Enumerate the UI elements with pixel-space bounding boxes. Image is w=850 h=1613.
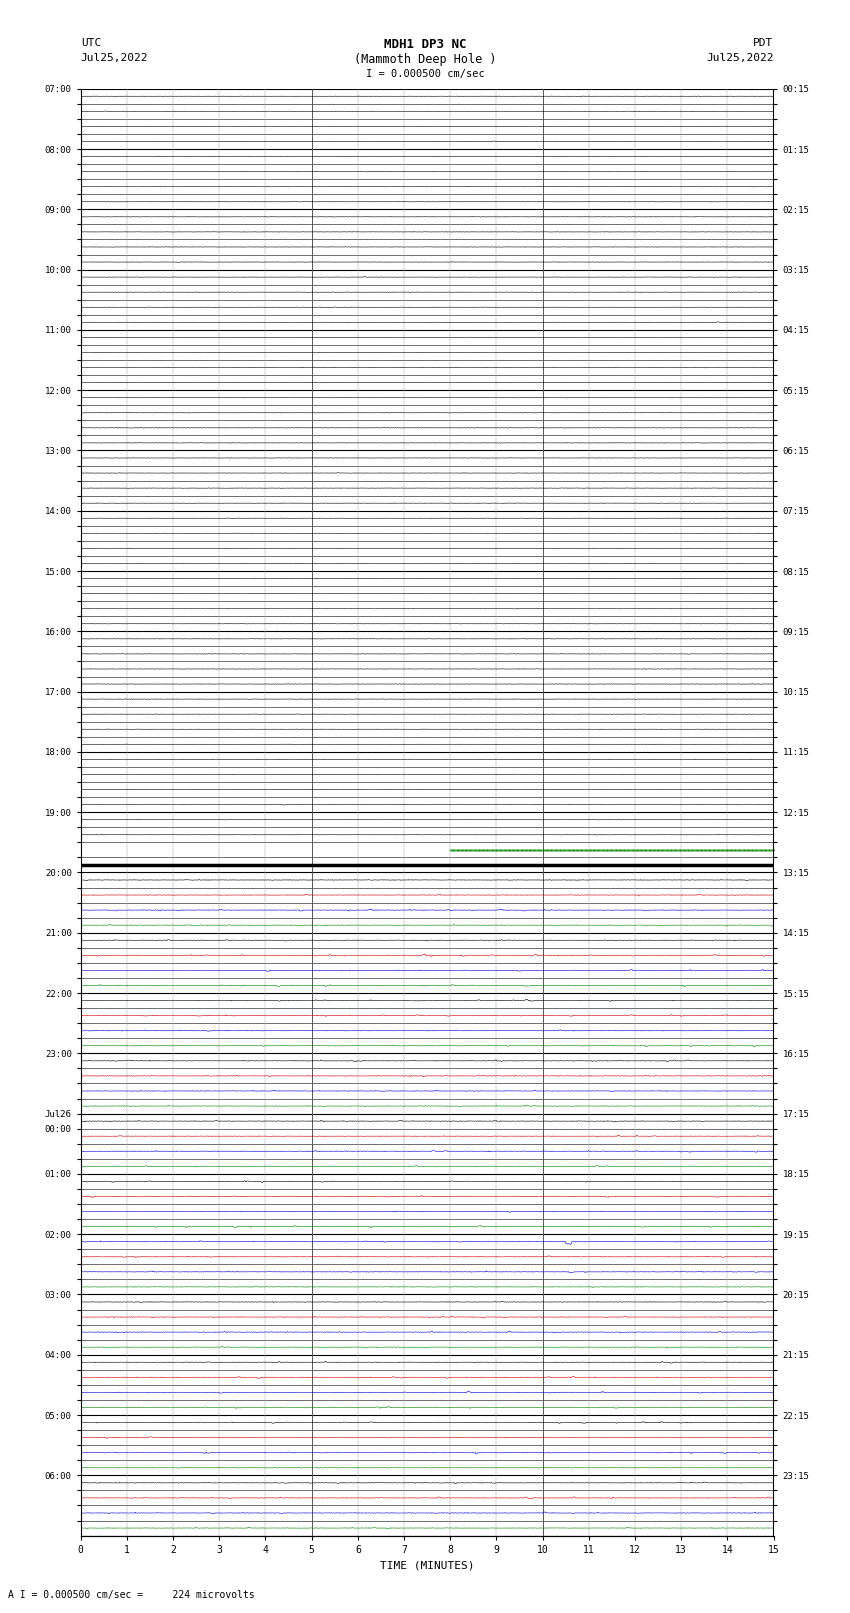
Text: MDH1 DP3 NC: MDH1 DP3 NC [383,37,467,52]
Text: I = 0.000500 cm/sec: I = 0.000500 cm/sec [366,69,484,79]
Text: A I = 0.000500 cm/sec =     224 microvolts: A I = 0.000500 cm/sec = 224 microvolts [8,1590,255,1600]
X-axis label: TIME (MINUTES): TIME (MINUTES) [380,1560,474,1569]
Text: Jul25,2022: Jul25,2022 [706,53,774,63]
Text: (Mammoth Deep Hole ): (Mammoth Deep Hole ) [354,53,496,66]
Text: UTC: UTC [81,37,101,48]
Text: PDT: PDT [753,37,774,48]
Text: Jul25,2022: Jul25,2022 [81,53,148,63]
